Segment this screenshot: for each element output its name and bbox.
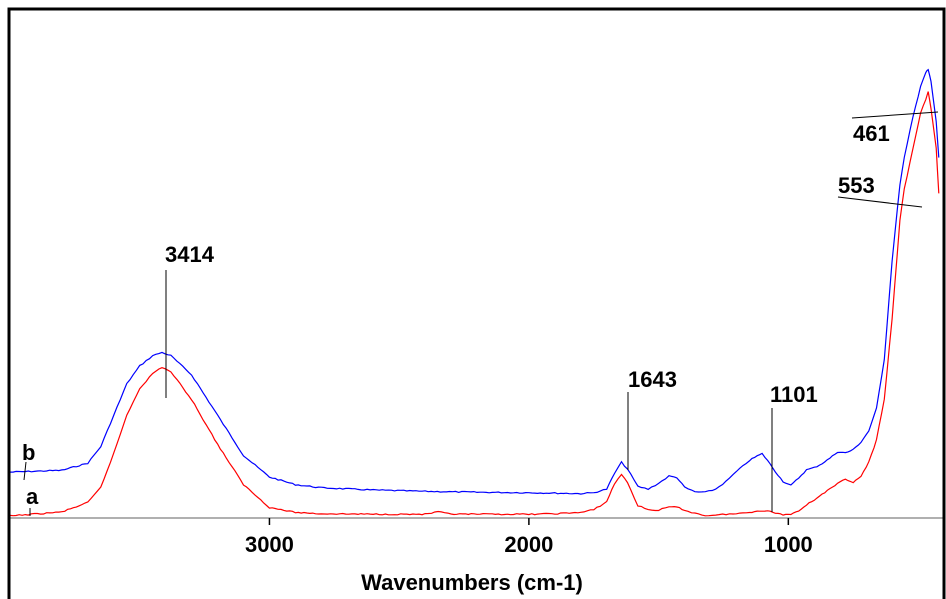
series-line-a <box>9 91 940 517</box>
peak-label-1643: 1643 <box>628 367 677 392</box>
x-tick-label: 3000 <box>245 532 294 557</box>
peak-leader-553 <box>837 196 923 208</box>
series-line-b <box>10 68 940 495</box>
peak-label-461: 461 <box>853 121 890 146</box>
x-tick-label: 1000 <box>764 532 813 557</box>
peak-label-553: 553 <box>838 173 875 198</box>
peak-label-1101: 1101 <box>770 382 818 407</box>
peak-label-3414: 3414 <box>165 242 215 267</box>
peak-leader-461 <box>851 111 939 119</box>
x-axis: 3000 2000 1000 <box>10 517 944 557</box>
x-axis-title: Wavenumbers (cm-1) <box>361 570 583 595</box>
series-label-a: a <box>26 484 39 509</box>
x-tick-label: 2000 <box>504 532 553 557</box>
chart-frame <box>7 7 946 599</box>
plot-area: ba <box>9 68 940 517</box>
series-label-b: b <box>22 440 35 465</box>
series-label-leader <box>23 461 27 481</box>
peak-annotations: 3414 1643 1101 461 553 <box>165 111 939 512</box>
